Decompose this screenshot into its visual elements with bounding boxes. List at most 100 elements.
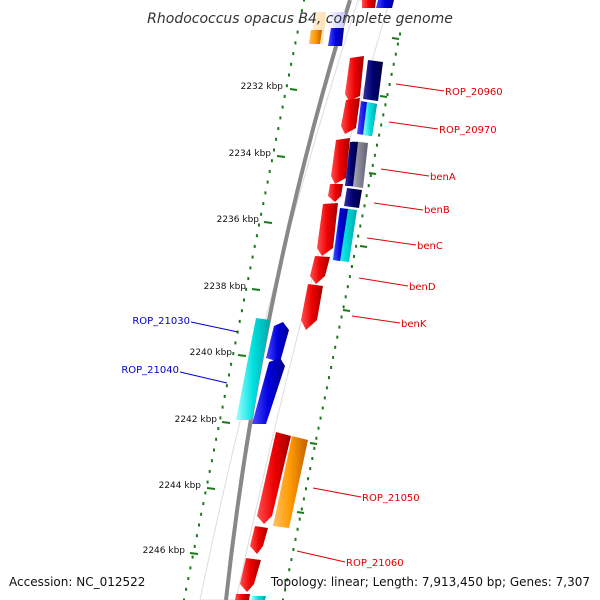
guide-dot bbox=[210, 459, 213, 463]
gene-arrow[interactable] bbox=[235, 594, 250, 600]
gene-arrow[interactable] bbox=[331, 138, 350, 184]
guide-dot bbox=[373, 153, 376, 157]
gene-arrow[interactable] bbox=[328, 184, 343, 202]
gene-arrow[interactable] bbox=[317, 203, 338, 256]
guide-dot bbox=[340, 315, 343, 319]
guide-dot bbox=[382, 113, 385, 117]
guide-dot bbox=[325, 386, 328, 390]
gene-arrow[interactable] bbox=[345, 142, 358, 186]
guide-dot bbox=[367, 184, 370, 188]
guide-dot bbox=[277, 127, 280, 131]
gene-arrow[interactable] bbox=[341, 98, 360, 134]
gene-arrow[interactable] bbox=[236, 318, 270, 420]
guide-dot bbox=[357, 234, 360, 238]
gene-label[interactable]: benA bbox=[430, 172, 456, 183]
gene-arrow[interactable] bbox=[273, 436, 308, 528]
gene-arrow[interactable] bbox=[328, 28, 344, 46]
gene-arrow[interactable] bbox=[333, 208, 348, 261]
gene-arrow[interactable] bbox=[240, 558, 261, 592]
gene-arrow[interactable] bbox=[363, 102, 377, 136]
guide-dot bbox=[195, 534, 198, 538]
gene-arrow[interactable] bbox=[362, 0, 376, 8]
gene-label[interactable]: benD bbox=[409, 282, 436, 293]
gene-label[interactable]: ROP_21060 bbox=[346, 558, 404, 569]
gene-label[interactable]: benB bbox=[424, 205, 450, 216]
guide-dot bbox=[378, 133, 381, 137]
gene-label[interactable]: benK bbox=[401, 319, 427, 330]
guide-dot bbox=[234, 341, 237, 345]
gene-arrow[interactable] bbox=[344, 188, 362, 208]
guide-dot bbox=[189, 566, 192, 570]
guide-dot bbox=[208, 469, 211, 473]
guide-dot bbox=[313, 446, 316, 450]
accession-text: Accession: NC_012522 bbox=[9, 575, 145, 589]
guide-dot bbox=[380, 123, 383, 127]
gene-arrow[interactable] bbox=[252, 358, 285, 424]
gene-label[interactable]: benC bbox=[417, 241, 443, 252]
gene-label[interactable]: ROP_20970 bbox=[439, 125, 497, 136]
gene-arrow[interactable] bbox=[301, 284, 323, 330]
guide-dot bbox=[348, 275, 351, 279]
guide-dot bbox=[198, 523, 200, 527]
guide-dot bbox=[258, 223, 260, 227]
gene-label[interactable]: ROP_21030 bbox=[132, 316, 190, 327]
guide-dot bbox=[399, 32, 401, 36]
gene-label[interactable]: ROP_21050 bbox=[362, 493, 420, 504]
guide-dot bbox=[219, 416, 222, 420]
guide-dot bbox=[363, 204, 366, 208]
kbp-tick-label: 2244 kbp bbox=[159, 481, 202, 491]
guide-dot bbox=[338, 325, 341, 329]
guide-dot bbox=[200, 512, 203, 516]
guide-dot bbox=[296, 30, 299, 34]
gene-arrow[interactable] bbox=[363, 60, 383, 101]
guide-dot bbox=[350, 265, 353, 268]
guide-dash bbox=[309, 442, 318, 445]
gene-arrow[interactable] bbox=[310, 256, 330, 284]
guide-dot bbox=[365, 194, 368, 198]
gene-arrow[interactable] bbox=[251, 596, 266, 600]
guide-dot bbox=[328, 376, 330, 380]
guide-dash bbox=[296, 511, 305, 514]
guide-dot bbox=[392, 62, 395, 66]
guide-dot bbox=[245, 287, 248, 291]
gene-arrow[interactable] bbox=[250, 526, 268, 554]
gene-arrow[interactable] bbox=[309, 30, 322, 44]
guide-dot bbox=[223, 394, 226, 398]
guide-dot bbox=[288, 568, 291, 572]
guide-dot bbox=[305, 487, 307, 491]
guide-dot bbox=[204, 491, 207, 495]
guide-dash bbox=[379, 95, 388, 98]
gene-label[interactable]: ROP_21040 bbox=[121, 365, 179, 376]
guide-dot bbox=[284, 588, 287, 592]
guide-dot bbox=[294, 537, 297, 541]
guide-dot bbox=[228, 373, 230, 377]
dotted-guide-tracks bbox=[183, 0, 401, 600]
guide-dot bbox=[193, 544, 196, 548]
guide-dot bbox=[288, 73, 290, 77]
gene-arrow[interactable] bbox=[266, 322, 289, 362]
guide-dot bbox=[251, 255, 254, 259]
guide-dot bbox=[206, 480, 209, 484]
guide-dot bbox=[262, 202, 265, 206]
guide-dot bbox=[346, 285, 349, 289]
gene-label[interactable]: ROP_20960 bbox=[445, 87, 503, 98]
guide-dot bbox=[302, 497, 305, 501]
guide-dot bbox=[361, 214, 364, 218]
guide-dash bbox=[359, 245, 368, 248]
guide-dot bbox=[283, 94, 286, 98]
gene-labels-left: ROP_21030 ROP_21040 bbox=[121, 316, 239, 384]
guide-dot bbox=[390, 72, 393, 76]
guide-dot bbox=[225, 384, 228, 388]
genome-title: Rhodococcus opacus B4, complete genome bbox=[147, 11, 453, 27]
kbp-tick-label: 2234 kbp bbox=[229, 149, 272, 159]
guide-dot bbox=[249, 266, 252, 270]
guide-dot bbox=[371, 163, 374, 167]
gene-arrow[interactable] bbox=[376, 0, 394, 8]
guide-dot bbox=[359, 224, 362, 228]
gene-arrow[interactable] bbox=[257, 432, 291, 524]
guide-dot bbox=[232, 352, 235, 356]
guide-dot bbox=[266, 180, 269, 184]
guide-dot bbox=[285, 84, 288, 88]
gene-arrow[interactable] bbox=[345, 56, 364, 101]
guide-dot bbox=[290, 558, 293, 562]
